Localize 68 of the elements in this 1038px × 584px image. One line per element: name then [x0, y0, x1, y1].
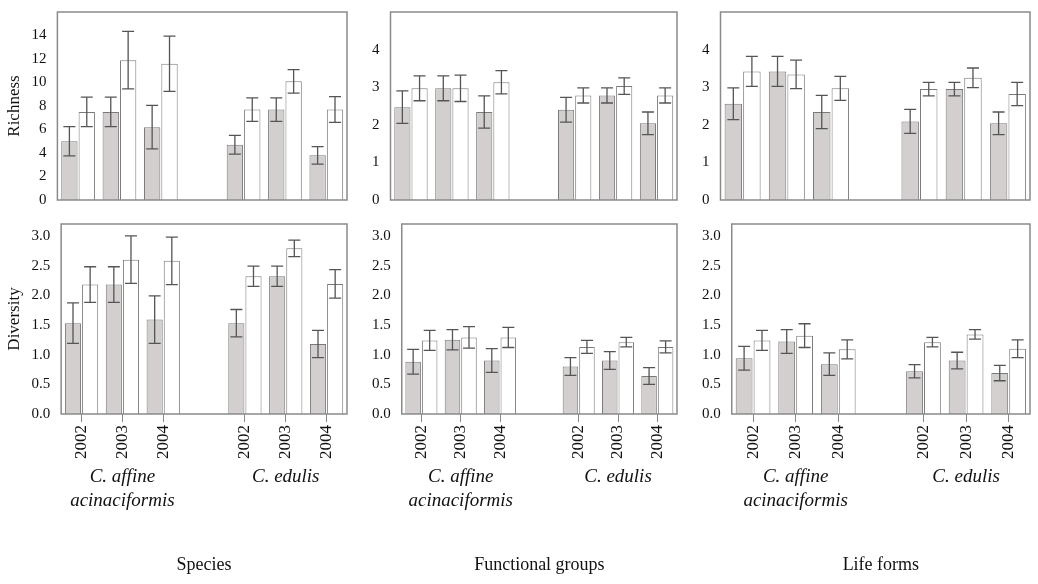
y-tick-label: 2.5	[31, 256, 51, 273]
y-tick-label: 1.5	[372, 315, 391, 332]
y-tick-label: 0	[702, 190, 710, 207]
y-tick-label: 2	[372, 115, 380, 132]
y-tick-label: 1	[372, 153, 380, 170]
x-tick-label: 2002	[234, 425, 254, 459]
y-tick-label: 3	[372, 78, 380, 95]
y-tick-label: 0.5	[372, 375, 391, 392]
y-tick-label: 3.0	[702, 226, 721, 243]
y-tick-label: 1.5	[31, 315, 51, 332]
x-tick-label: 2002	[410, 425, 430, 459]
y-tick-label: 6	[38, 120, 47, 137]
x-tick-label: 2004	[316, 424, 336, 459]
y-tick-label: 3.0	[372, 226, 391, 243]
y-tick-label: 3	[702, 78, 710, 95]
y-tick-label: 3.0	[31, 226, 51, 243]
y-tick-label: 1	[702, 153, 710, 170]
x-tick-label: 2004	[827, 424, 847, 459]
y-tick-label: 0.5	[702, 375, 721, 392]
y-tick-label: 12	[31, 49, 47, 66]
y-tick-label: 14	[31, 26, 47, 43]
y-tick-label: 0	[38, 190, 47, 207]
x-tick-label: 2004	[646, 424, 666, 459]
x-tick-label: 2004	[998, 424, 1018, 459]
y-tick-label: 1.5	[702, 315, 721, 332]
y-tick-label: 2.5	[372, 256, 391, 273]
y-tick-label: 2.0	[702, 286, 721, 303]
text: C. edulis	[250, 464, 321, 488]
y-tick-label: 1.0	[31, 345, 51, 362]
text: C. affine acinaciformis	[742, 464, 849, 512]
x-tick-label: 2003	[275, 425, 295, 459]
y-tick-label: 0.0	[31, 404, 51, 421]
text: C. edulis	[931, 464, 1001, 488]
x-tick-label: 2004	[152, 424, 172, 459]
y-tick-label: 1.0	[702, 345, 721, 362]
y-tick-label: 2	[702, 115, 710, 132]
y-tick-label: 4	[372, 40, 380, 57]
text: C. affine acinaciformis	[407, 464, 514, 512]
y-tick-label: 2.0	[31, 286, 51, 303]
y-tick-label: 2.5	[702, 256, 721, 273]
x-tick-label: 2002	[568, 425, 588, 459]
x-tick-label: 2002	[912, 425, 932, 459]
y-tick-label: 0.5	[31, 375, 51, 392]
y-tick-label: 8	[38, 96, 47, 113]
text: C. affine acinaciformis	[69, 464, 176, 512]
x-tick-label: 2003	[607, 425, 627, 459]
x-axis-title: Life forms	[841, 554, 921, 575]
y-axis-title: Diversity	[3, 286, 23, 351]
x-tick-label: 2003	[785, 425, 805, 459]
x-tick-label: 2004	[489, 424, 509, 459]
x-tick-label: 2003	[111, 425, 131, 459]
x-axis-title: Species	[175, 554, 233, 575]
x-tick-label: 2003	[450, 425, 470, 459]
y-tick-label: 4	[38, 143, 47, 160]
x-tick-label: 2003	[955, 425, 975, 459]
x-tick-label: 2002	[742, 425, 762, 459]
y-tick-label: 0.0	[372, 404, 391, 421]
y-tick-label: 2.0	[372, 286, 391, 303]
y-tick-label: 2	[38, 167, 47, 184]
x-tick-label: 2002	[71, 425, 91, 459]
y-axis-title: Richness	[3, 75, 23, 137]
y-tick-label: 4	[702, 40, 710, 57]
y-tick-label: 0	[372, 190, 380, 207]
text: C. edulis	[583, 464, 653, 488]
y-tick-label: 10	[31, 73, 47, 90]
y-tick-label: 1.0	[372, 345, 391, 362]
x-axis-title: Functional groups	[473, 554, 606, 575]
y-tick-label: 0.0	[702, 404, 721, 421]
